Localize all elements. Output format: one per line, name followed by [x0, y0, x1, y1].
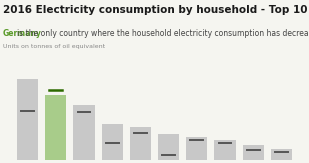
Bar: [214, 140, 236, 160]
Bar: [102, 124, 123, 160]
Text: Germany: Germany: [3, 29, 42, 38]
Bar: [243, 145, 264, 160]
Text: 2016 Electricity consumption by household - Top 10 European countries: 2016 Electricity consumption by househol…: [3, 5, 309, 15]
Bar: [130, 127, 151, 160]
Bar: [186, 137, 207, 160]
Bar: [45, 95, 66, 160]
Bar: [158, 134, 179, 160]
Text: Units on tonnes of oil equivalent: Units on tonnes of oil equivalent: [3, 44, 105, 49]
Text: is the only country where the household electricity consumption has decreased co: is the only country where the household …: [17, 29, 309, 38]
Bar: [73, 105, 95, 160]
Bar: [17, 79, 38, 160]
Bar: [271, 148, 292, 160]
